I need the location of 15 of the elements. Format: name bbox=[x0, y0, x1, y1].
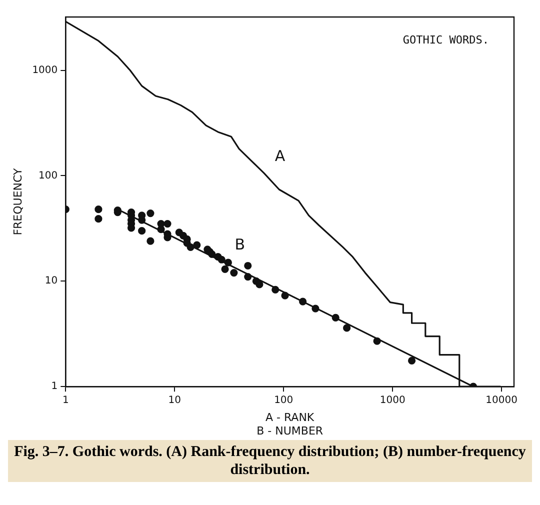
y-tick-label: 10 bbox=[44, 276, 58, 287]
series-label: B bbox=[234, 236, 246, 254]
caption: Fig. 3–7. Gothic words. (A) Rank-frequency distribution; (B) number-frequency distribution. bbox=[13, 443, 527, 480]
x-tick-label: 10 bbox=[168, 395, 181, 406]
x-tick-label: 1 bbox=[62, 395, 69, 406]
text: GOTHIC WORDS. bbox=[402, 33, 489, 46]
y-tick-label: 1 bbox=[51, 381, 58, 392]
y-axis-title: FREQUENCY bbox=[11, 168, 24, 236]
y-tick-label: 100 bbox=[38, 170, 58, 182]
series-label: A bbox=[274, 146, 286, 165]
x-tick-label: 100 bbox=[274, 395, 294, 406]
x-tick-label: 10000 bbox=[486, 395, 518, 406]
y-tick-label: 1000 bbox=[32, 64, 58, 76]
x-tick-label: 1000 bbox=[380, 395, 406, 406]
x-axis-title: A - RANK B - NUMBER bbox=[256, 411, 324, 438]
